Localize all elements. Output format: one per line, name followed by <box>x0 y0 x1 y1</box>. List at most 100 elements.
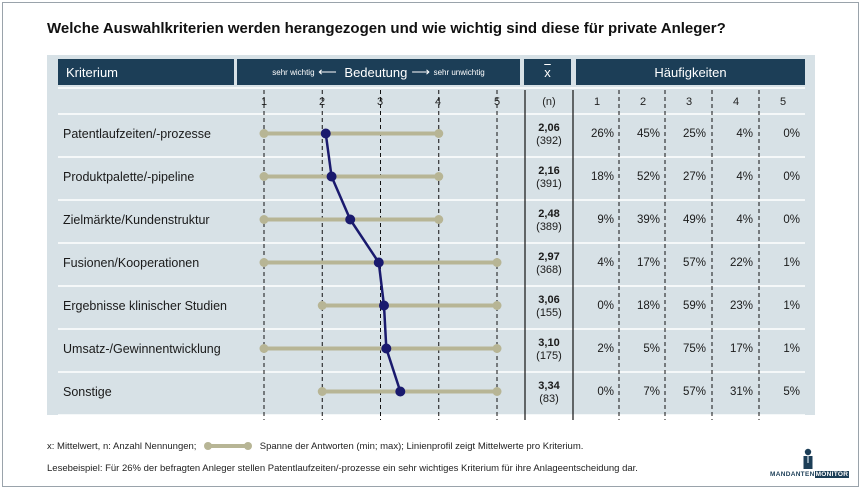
mean-cell: 3,34 (83) <box>524 380 574 406</box>
range-min-dot <box>259 129 269 138</box>
mean-dot <box>345 214 356 225</box>
mean-value: 3,34 <box>538 379 560 392</box>
footer-legend-pre: x: Mittelwert, n: Anzahl Nennungen; <box>47 441 197 452</box>
freq-value: 9% <box>597 213 614 226</box>
freq-value: 7% <box>643 385 660 398</box>
freq-value: 1% <box>783 256 800 269</box>
row-label: Fusionen/Kooperationen <box>63 255 200 270</box>
n-value: (175) <box>536 349 562 362</box>
freq-value: 18% <box>636 299 660 312</box>
n-value: (391) <box>536 177 562 190</box>
scale-tick-1: 1 <box>260 96 268 108</box>
chart-title: Welche Auswahlkriterien werden herangezo… <box>47 20 726 37</box>
range-min-dot <box>317 387 327 396</box>
arrow-left-icon: ⟵ <box>314 64 341 79</box>
range-min-dot <box>259 215 269 224</box>
footer-legend-post: Spanne der Antworten (min; max); Linienp… <box>259 441 584 452</box>
row-label: Zielmärkte/Kundenstruktur <box>63 212 210 227</box>
freq-value: 0% <box>597 299 614 312</box>
n-value: (392) <box>536 134 562 147</box>
mean-dot <box>320 128 331 139</box>
freq-value: 17% <box>636 256 660 269</box>
mean-cell: 2,48 (389) <box>524 208 574 234</box>
range-max-dot <box>434 129 444 138</box>
mean-value: 2,16 <box>538 164 560 177</box>
range-max-dot <box>492 301 502 310</box>
n-value: (368) <box>536 263 562 276</box>
header-sehr-wichtig: sehr wichtig <box>272 67 315 77</box>
freq-value: 27% <box>682 170 706 183</box>
freq-value: 23% <box>729 299 753 312</box>
freq-col-2: 2 <box>639 96 647 108</box>
mean-dot <box>395 386 406 397</box>
scale-tick-2: 2 <box>318 96 326 108</box>
row-label: Patentlaufzeiten/-prozesse <box>63 126 212 141</box>
freq-value: 0% <box>783 170 800 183</box>
row-label: Produktpalette/-pipeline <box>63 169 195 184</box>
header-kriterium: Kriterium <box>58 59 234 85</box>
freq-value: 4% <box>597 256 614 269</box>
row-label: Umsatz-/Gewinnentwicklung <box>63 341 221 356</box>
n-value: (83) <box>539 392 559 405</box>
freq-value: 1% <box>783 299 800 312</box>
footer-legend: x: Mittelwert, n: Anzahl Nennungen; Span… <box>47 441 583 452</box>
freq-value: 49% <box>682 213 706 226</box>
freq-value: 39% <box>636 213 660 226</box>
header-haeufigkeiten: Häufigkeiten <box>576 59 805 85</box>
freq-value: 45% <box>636 127 660 140</box>
range-max-dot <box>492 387 502 396</box>
mean-dot <box>326 171 337 182</box>
range-min-dot <box>259 344 269 353</box>
mean-cell: 2,16 (391) <box>524 165 574 191</box>
range-max-dot <box>434 172 444 181</box>
header-bedeutung: sehr wichtig ⟵ Bedeutung ⟶ sehr unwichti… <box>237 59 520 85</box>
footer-example: Lesebeispiel: Für 26% der befragten Anle… <box>47 463 638 474</box>
freq-value: 57% <box>682 256 706 269</box>
mean-cell: 2,97 (368) <box>524 251 574 277</box>
mean-dot <box>381 343 392 354</box>
freq-value: 4% <box>736 170 753 183</box>
range-max-dot <box>434 215 444 224</box>
mean-cell: 3,06 (155) <box>524 294 574 320</box>
freq-value: 31% <box>729 385 753 398</box>
range-min-dot <box>259 172 269 181</box>
mean-value: 2,97 <box>538 250 560 263</box>
mean-value: 2,06 <box>538 121 560 134</box>
range-min-dot <box>259 258 269 267</box>
freq-value: 17% <box>729 342 753 355</box>
freq-value: 25% <box>682 127 706 140</box>
freq-value: 5% <box>643 342 660 355</box>
mean-dot <box>373 257 384 268</box>
freq-value: 52% <box>636 170 660 183</box>
logo-figure-icon <box>803 448 813 469</box>
freq-value: 59% <box>682 299 706 312</box>
arrow-right-icon: ⟶ <box>411 64 434 79</box>
header-sehr-unwichtig: sehr unwichtig <box>433 67 485 77</box>
freq-value: 75% <box>682 342 706 355</box>
freq-value: 22% <box>729 256 753 269</box>
freq-col-5: 5 <box>779 96 787 108</box>
header-mean: x <box>524 59 571 85</box>
freq-value: 26% <box>590 127 614 140</box>
freq-value: 0% <box>783 127 800 140</box>
mandanten-monitor-logo: MANDANTENMONITOR <box>770 448 850 478</box>
freq-col-3: 3 <box>685 96 693 108</box>
freq-col-4: 4 <box>732 96 740 108</box>
header-bedeutung-label: Bedeutung <box>344 64 408 80</box>
n-label: (n) <box>542 96 556 108</box>
range-max-dot <box>492 258 502 267</box>
freq-value: 4% <box>736 213 753 226</box>
scale-tick-5: 5 <box>493 96 501 108</box>
scale-tick-3: 3 <box>376 96 384 108</box>
freq-value: 0% <box>597 385 614 398</box>
range-legend-icon <box>203 441 253 451</box>
freq-col-1: 1 <box>593 96 601 108</box>
freq-value: 57% <box>682 385 706 398</box>
mean-value: 3,06 <box>538 293 560 306</box>
freq-value: 4% <box>736 127 753 140</box>
mean-cell: 3,10 (175) <box>524 337 574 363</box>
row-label: Sonstige <box>63 384 112 399</box>
freq-value: 1% <box>783 342 800 355</box>
